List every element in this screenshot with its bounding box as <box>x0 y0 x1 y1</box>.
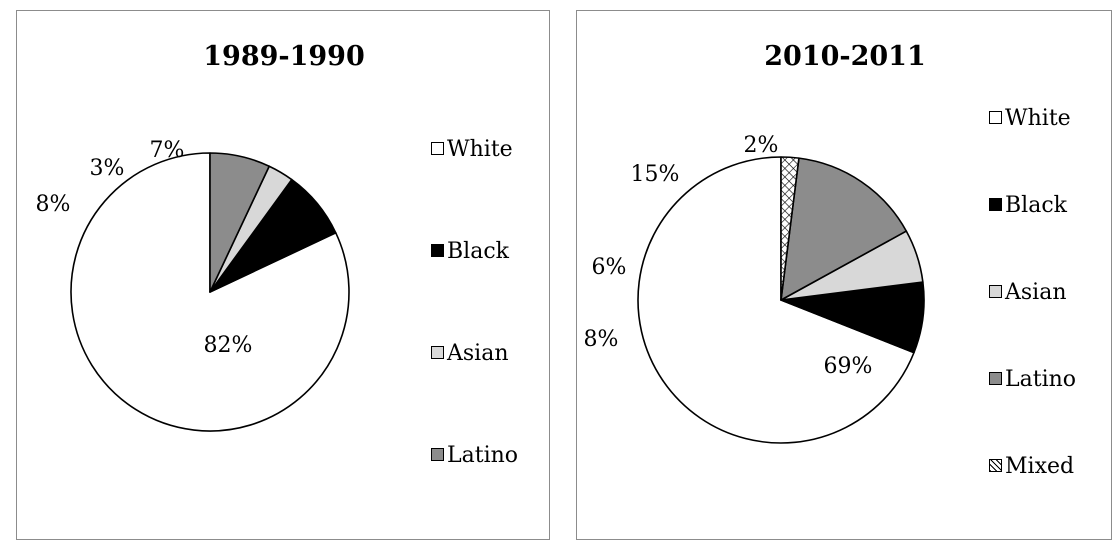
data-label-asian: 3% <box>90 156 125 181</box>
legend-item-black: Black <box>431 239 509 265</box>
legend-swatch <box>431 448 444 461</box>
pie-chart-2010-2011: 2010-2011 69% 8% 6% 15% 2% <box>584 41 926 444</box>
legend-label: Latino <box>1005 367 1077 392</box>
legend-item-white: White <box>431 137 513 163</box>
pie-slice-white <box>70 152 350 432</box>
legend-label: Mixed <box>1005 454 1075 479</box>
legend-item-latino: Latino <box>431 443 518 469</box>
legend-item-black: Black <box>989 193 1067 219</box>
data-label-black: 8% <box>584 327 619 352</box>
legend-swatch <box>431 142 444 155</box>
chart-title: 2010-2011 <box>764 41 926 72</box>
data-label-white: 82% <box>204 333 253 358</box>
legend-label: Latino <box>447 443 519 468</box>
data-label-mixed: 2% <box>744 133 779 158</box>
pie-chart-1989-1990: 1989-1990 82% 8% 3% 7% <box>36 41 365 432</box>
chart-panel-2010-2011: 2010-2011 69% 8% 6% 15% 2% White Black Asian Lat… <box>576 10 1112 540</box>
legend-label: Black <box>1005 193 1067 218</box>
data-label-latino: 15% <box>631 162 680 187</box>
legend-swatch <box>989 285 1002 298</box>
legend-item-asian: Asian <box>431 341 509 367</box>
legend-item-mixed: Mixed <box>989 454 1074 480</box>
legend-item-white: White <box>989 106 1071 132</box>
chart-panel-1989-1990: 1989-1990 82% 8% 3% 7% White Black Asian Latino <box>16 10 550 540</box>
pie-slice-latino <box>209 152 270 293</box>
legend-swatch <box>989 198 1002 211</box>
legend-label: White <box>447 137 513 162</box>
legend-item-latino: Latino <box>989 367 1076 393</box>
legend-swatch <box>989 372 1002 385</box>
pie-slice-mixed <box>780 156 800 301</box>
data-label-latino: 7% <box>150 138 185 163</box>
data-label-white: 69% <box>824 354 873 379</box>
legend-swatch <box>989 111 1002 124</box>
data-label-asian: 6% <box>592 255 627 280</box>
data-label-black: 8% <box>36 192 71 217</box>
pie-slice-latino <box>780 157 908 301</box>
pie-slice-white <box>637 156 915 444</box>
legend-label: Asian <box>447 341 509 366</box>
chart-title: 1989-1990 <box>203 41 365 72</box>
legend-label: White <box>1005 106 1071 131</box>
legend-swatch <box>431 346 444 359</box>
legend-item-asian: Asian <box>989 280 1067 306</box>
legend-swatch <box>431 244 444 257</box>
legend-swatch <box>989 459 1002 472</box>
legend-label: Black <box>447 239 509 264</box>
legend-label: Asian <box>1005 280 1067 305</box>
